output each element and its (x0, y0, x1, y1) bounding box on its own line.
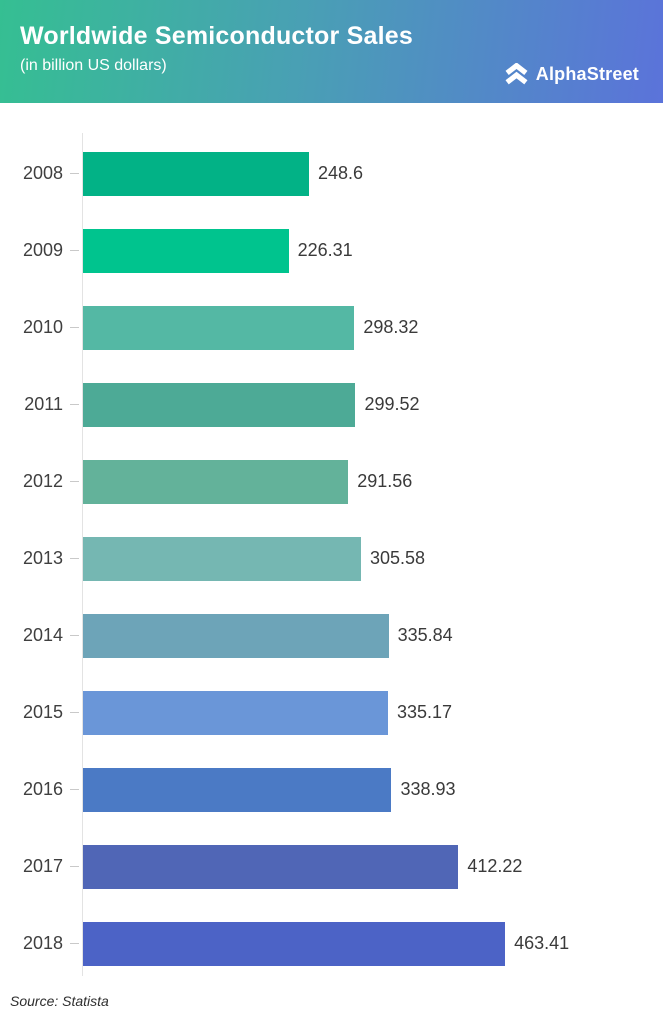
bar (82, 305, 355, 350)
bar-value-label: 305.58 (369, 548, 426, 568)
bar-row: 2013 305.58 (0, 520, 663, 597)
year-cell: 2012 (0, 471, 82, 492)
bar-area: 335.84 (82, 613, 663, 658)
bar-rows-container: 2008 248.6 2009 226.31 2010 298.32 2011 (0, 135, 663, 982)
year-cell: 2014 (0, 625, 82, 646)
bar (82, 228, 289, 273)
year-axis-label: 2013 (22, 548, 63, 568)
bar (82, 459, 349, 504)
axis-tick (70, 789, 79, 790)
year-axis-label: 2016 (22, 779, 63, 799)
bar-value-label: 248.6 (317, 163, 364, 183)
year-axis-label: 2018 (22, 933, 63, 953)
bar-value-label: 226.31 (297, 240, 353, 260)
axis-tick (70, 712, 79, 713)
bar-value-label: 338.93 (400, 779, 456, 799)
axis-tick (70, 558, 79, 559)
year-axis-label: 2014 (22, 625, 63, 645)
bar (82, 690, 388, 735)
bar-row: 2009 226.31 (0, 212, 663, 289)
axis-tick (70, 173, 79, 174)
bar-area: 298.32 (82, 305, 663, 350)
bar-area: 305.58 (82, 536, 663, 581)
brand-logo: AlphaStreet (504, 45, 639, 103)
source-note: Source: Statista (10, 993, 109, 1009)
header-banner: Worldwide Semiconductor Sales (in billio… (0, 0, 663, 103)
header-titles: Worldwide Semiconductor Sales (in billio… (20, 21, 413, 103)
year-axis-label: 2011 (24, 394, 63, 414)
bar (82, 151, 309, 196)
bar-row: 2014 335.84 (0, 597, 663, 674)
bar-row: 2018 463.41 (0, 905, 663, 982)
bar-row: 2017 412.22 (0, 828, 663, 905)
bar-value-label: 299.52 (364, 394, 420, 414)
bar-value-label: 463.41 (514, 933, 570, 953)
year-cell: 2010 (0, 317, 82, 338)
bar-area: 248.6 (82, 151, 663, 196)
bar-area: 335.17 (82, 690, 663, 735)
bar-value-label: 298.32 (363, 317, 419, 337)
year-cell: 2018 (0, 933, 82, 954)
year-axis-label: 2009 (22, 240, 63, 260)
brand-name: AlphaStreet (535, 63, 639, 84)
bar (82, 767, 392, 812)
page-subtitle: (in billion US dollars) (20, 57, 167, 74)
axis-tick (70, 404, 79, 405)
year-cell: 2009 (0, 240, 82, 261)
bar-area: 299.52 (82, 382, 663, 427)
axis-tick (70, 250, 79, 251)
axis-tick (70, 943, 79, 944)
bar (82, 921, 506, 966)
bar-row: 2010 298.32 (0, 289, 663, 366)
bar (82, 844, 459, 889)
year-axis-label: 2008 (22, 163, 63, 183)
axis-tick (70, 327, 79, 328)
bar-row: 2011 299.52 (0, 366, 663, 443)
year-cell: 2013 (0, 548, 82, 569)
bar-value-label: 412.22 (467, 856, 523, 876)
bar (82, 382, 356, 427)
year-cell: 2016 (0, 779, 82, 800)
double-chevron-up-icon (504, 62, 529, 86)
bar-value-label: 335.17 (397, 702, 453, 722)
bar-row: 2015 335.17 (0, 674, 663, 751)
year-axis-label: 2017 (22, 856, 63, 876)
bar-chart: 2008 248.6 2009 226.31 2010 298.32 2011 (0, 133, 663, 982)
bar-area: 463.41 (82, 921, 663, 966)
bar-value-label: 291.56 (357, 471, 413, 491)
bar (82, 613, 389, 658)
year-cell: 2008 (0, 163, 82, 184)
year-cell: 2015 (0, 702, 82, 723)
year-axis-label: 2015 (22, 702, 63, 722)
bar-row: 2012 291.56 (0, 443, 663, 520)
year-axis-label: 2010 (22, 317, 63, 337)
axis-tick (70, 866, 79, 867)
bar-area: 412.22 (82, 844, 663, 889)
year-cell: 2017 (0, 856, 82, 877)
axis-tick (70, 481, 79, 482)
year-axis-label: 2012 (22, 471, 63, 491)
bar-value-label: 335.84 (397, 625, 453, 645)
axis-tick (70, 635, 79, 636)
bar-row: 2016 338.93 (0, 751, 663, 828)
bar (82, 536, 361, 581)
bar-row: 2008 248.6 (0, 135, 663, 212)
footer: Source: Statista (0, 993, 663, 1009)
bar-area: 226.31 (82, 228, 663, 273)
bar-area: 291.56 (82, 459, 663, 504)
bar-area: 338.93 (82, 767, 663, 812)
page-title: Worldwide Semiconductor Sales (20, 22, 413, 50)
y-axis-line (82, 133, 83, 976)
year-cell: 2011 (0, 394, 82, 415)
